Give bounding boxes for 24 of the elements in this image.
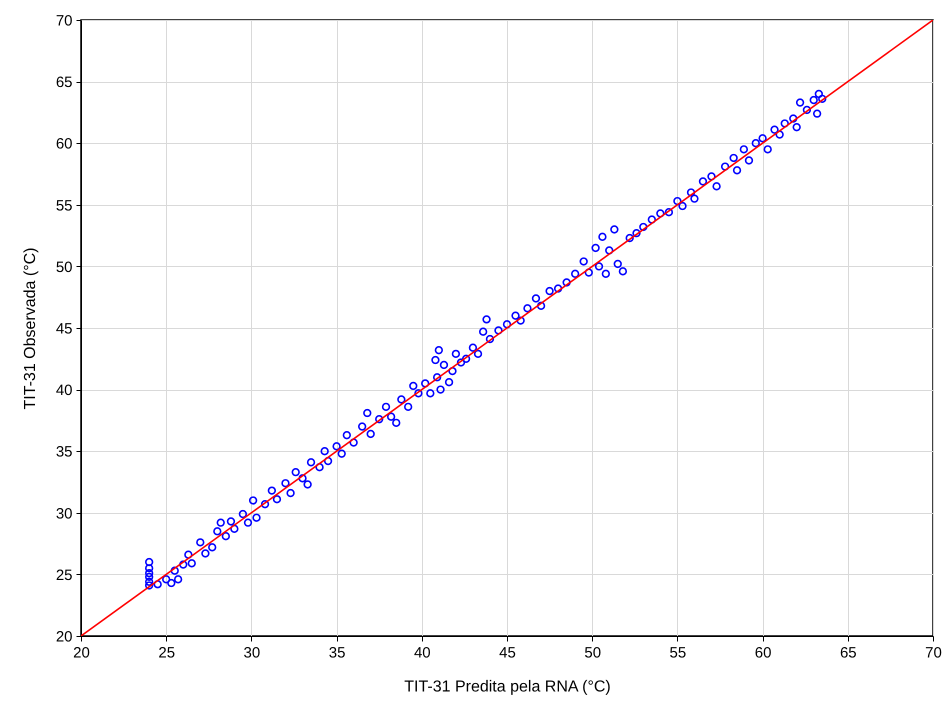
y-tick-label: 25	[56, 566, 72, 584]
y-tick-label: 35	[56, 444, 72, 461]
x-tick-label: 25	[158, 644, 176, 662]
y-tick-label: 65	[56, 74, 72, 92]
y-tick-label: 70	[56, 12, 72, 30]
x-tick-label: 60	[754, 644, 772, 662]
y-tick-label: 45	[56, 320, 72, 338]
x-tick-label: 40	[414, 644, 431, 662]
y-tick-label: 55	[56, 197, 72, 214]
x-tick-label: 35	[328, 644, 346, 662]
x-tick-label: 65	[840, 644, 857, 662]
x-tick-label: 55	[670, 644, 686, 662]
x-tick-label: 20	[73, 644, 90, 662]
x-tick-label: 70	[925, 644, 942, 662]
y-tick-label: 40	[56, 382, 72, 400]
y-tick-label: 50	[56, 258, 72, 276]
x-tick-label: 45	[499, 644, 516, 662]
y-tick-label: 60	[56, 136, 72, 153]
y-axis-title: TIT-31 Observada (°C)	[22, 248, 39, 410]
x-tick-label: 30	[244, 644, 260, 662]
x-axis-title: TIT-31 Predita pela RNA (°C)	[404, 678, 611, 696]
y-tick-label: 20	[56, 628, 72, 646]
y-tick-label: 30	[56, 505, 72, 522]
x-tick-label: 50	[584, 644, 602, 662]
